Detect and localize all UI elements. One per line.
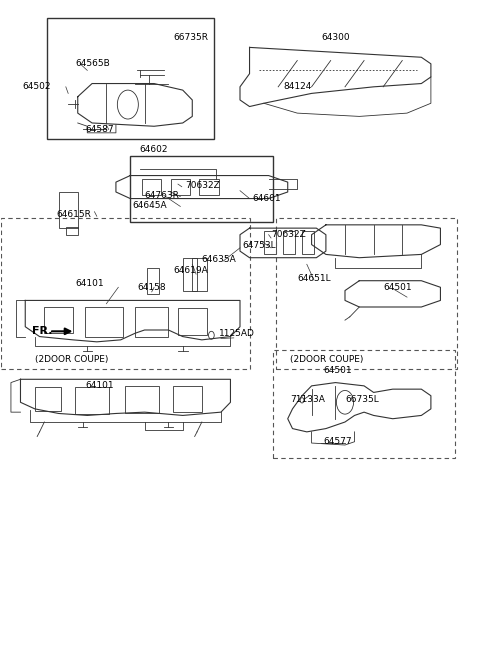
Bar [171, 179, 190, 195]
Bar [302, 232, 314, 254]
Bar [192, 257, 206, 290]
Text: 64635A: 64635A [202, 255, 237, 263]
Text: 64619A: 64619A [173, 267, 208, 275]
Text: 64645A: 64645A [132, 201, 167, 210]
Text: 64601: 64601 [252, 194, 280, 203]
Bar [147, 267, 159, 294]
Bar [59, 192, 78, 228]
Bar [66, 227, 78, 235]
Text: (2DOOR COUPE): (2DOOR COUPE) [290, 355, 363, 364]
Bar [173, 386, 202, 412]
Bar [199, 179, 218, 195]
Text: 1125AD: 1125AD [218, 329, 254, 338]
Text: 64300: 64300 [321, 33, 350, 42]
Text: 64651L: 64651L [297, 275, 331, 283]
Bar [125, 386, 159, 413]
Text: 64763R: 64763R [144, 191, 180, 200]
Text: 64577: 64577 [324, 437, 352, 446]
Text: 64602: 64602 [140, 145, 168, 154]
Text: 71133A: 71133A [290, 395, 325, 403]
Bar [44, 307, 73, 333]
Text: 64753L: 64753L [242, 242, 276, 250]
Text: 64501: 64501 [383, 282, 412, 292]
Text: 66735L: 66735L [345, 395, 379, 403]
Text: FR.: FR. [33, 326, 53, 337]
Text: 64565B: 64565B [75, 59, 110, 69]
Text: 64502: 64502 [23, 82, 51, 91]
Text: 70632Z: 70632Z [185, 181, 220, 190]
Bar [142, 179, 161, 195]
Text: 66735R: 66735R [173, 33, 208, 42]
Text: 64101: 64101 [85, 381, 114, 390]
Bar [274, 350, 455, 458]
Bar [135, 307, 168, 337]
Text: 64501: 64501 [324, 366, 352, 376]
Bar [47, 18, 214, 139]
Bar [85, 307, 123, 337]
Bar [276, 218, 457, 370]
Bar [75, 387, 109, 414]
Bar [283, 232, 295, 254]
Text: (2DOOR COUPE): (2DOOR COUPE) [35, 355, 108, 364]
Text: 64101: 64101 [75, 279, 104, 288]
Text: 64158: 64158 [137, 282, 166, 292]
Bar [1, 218, 250, 370]
Bar [130, 156, 274, 222]
Text: 84124: 84124 [283, 82, 312, 91]
Bar [35, 387, 61, 411]
Bar [183, 257, 197, 290]
Text: 64587: 64587 [85, 125, 114, 134]
Text: 64615R: 64615R [56, 211, 91, 220]
Bar [264, 232, 276, 254]
Bar [178, 308, 206, 335]
Text: 70632Z: 70632Z [271, 230, 306, 239]
